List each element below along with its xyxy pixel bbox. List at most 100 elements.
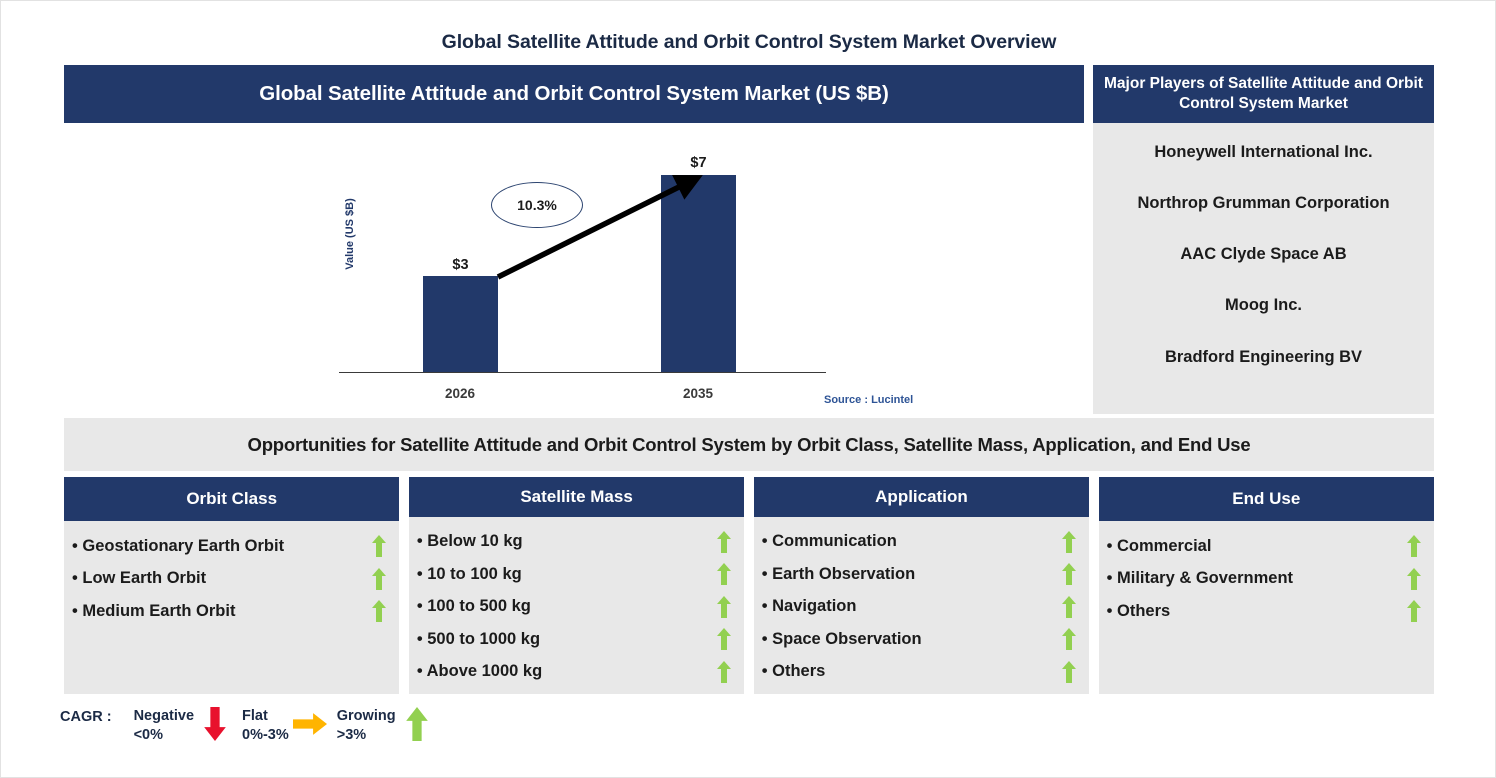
arrow-up-icon (717, 628, 732, 651)
chart-plot-area: $3 $7 2026 2035 10.3% (339, 133, 829, 401)
arrow-up-icon (372, 600, 387, 623)
list-item: AAC Clyde Space AB (1180, 245, 1347, 264)
legend-item-range: 0%-3% (242, 726, 289, 743)
list-item-label: • Navigation (761, 597, 857, 616)
list-item-label: • Above 1000 kg (416, 662, 543, 681)
legend-item-growing: Growing >3% (337, 707, 438, 744)
list-item: • Earth Observation (762, 558, 1077, 591)
list-item: • Commercial (1107, 530, 1422, 563)
list-item: • Medium Earth Orbit (72, 595, 387, 628)
list-item-label: • 500 to 1000 kg (416, 629, 541, 648)
bar-value-2035: $7 (690, 155, 707, 171)
list-item-label: • Others (1106, 601, 1171, 620)
arrow-up-icon (717, 563, 732, 586)
list-item: • Below 10 kg (417, 526, 732, 559)
major-players-panel: Major Players of Satellite Attitude and … (1093, 65, 1434, 414)
arrow-up-icon (1062, 530, 1077, 553)
column-body: • Commercial • Military & Government • O… (1098, 521, 1434, 694)
arrow-up-icon (1062, 595, 1077, 618)
column-header: Application (753, 477, 1090, 517)
market-chart-panel: Global Satellite Attitude and Orbit Cont… (64, 65, 1084, 414)
column-orbit-class: Orbit Class • Geostationary Earth Orbit … (64, 477, 400, 694)
list-item: Northrop Grumman Corporation (1137, 194, 1390, 213)
legend-item-name: Negative (133, 708, 195, 724)
list-item: • 10 to 100 kg (417, 558, 732, 591)
legend-item-text: Growing >3% (337, 707, 396, 744)
list-item-label: • 100 to 500 kg (416, 597, 531, 616)
arrow-up-icon (717, 595, 732, 618)
market-chart-header: Global Satellite Attitude and Orbit Cont… (64, 65, 1084, 123)
cagr-callout: 10.3% (491, 182, 583, 228)
list-item: Moog Inc. (1225, 296, 1302, 315)
legend-item-name: Growing (336, 708, 396, 724)
arrow-up-icon (372, 567, 387, 590)
page-title: Global Satellite Attitude and Orbit Cont… (441, 31, 1057, 53)
list-item-label: • Communication (761, 532, 897, 551)
major-players-list: Honeywell International Inc. Northrop Gr… (1093, 123, 1434, 414)
column-application: Application • Communication • Earth Obse… (753, 477, 1090, 694)
cagr-legend-title: CAGR : (60, 709, 112, 725)
x-tick-2035: 2035 (682, 386, 714, 401)
opportunities-banner: Opportunities for Satellite Attitude and… (64, 418, 1434, 471)
legend-item-range: >3% (336, 726, 367, 743)
list-item: • Others (1107, 595, 1422, 628)
bar-value-2026: $3 (452, 257, 469, 273)
cagr-trend-arrow-icon (496, 175, 703, 280)
arrow-up-icon (372, 535, 387, 558)
column-body: • Communication • Earth Observation • Na… (753, 516, 1090, 694)
list-item-label: • Earth Observation (761, 564, 916, 583)
legend-item-negative: Negative <0% (134, 707, 236, 744)
arrow-right-icon (292, 713, 327, 735)
arrow-down-icon (204, 707, 226, 741)
list-item-label: • Low Earth Orbit (72, 569, 207, 588)
legend-item-range: <0% (133, 726, 163, 743)
column-header: Orbit Class (64, 477, 400, 521)
list-item-label: • Others (761, 662, 826, 681)
list-item: • Communication (762, 526, 1077, 559)
list-item: Honeywell International Inc. (1154, 143, 1373, 161)
chart-source-label: Source : Lucintel (824, 394, 914, 406)
list-item-label: • Medium Earth Orbit (72, 601, 236, 620)
arrow-up-icon (717, 530, 732, 553)
list-item-label: • Space Observation (761, 629, 922, 648)
legend-item-name: Flat (242, 708, 268, 724)
legend-item-text: Flat 0%-3% (242, 707, 289, 744)
column-satellite-mass: Satellite Mass • Below 10 kg • 10 to 100… (408, 477, 745, 694)
bar-2026 (423, 276, 498, 372)
list-item: • Others (762, 656, 1077, 689)
list-item: • 500 to 1000 kg (417, 623, 732, 656)
opportunity-columns: Orbit Class • Geostationary Earth Orbit … (64, 477, 1434, 694)
arrow-up-icon (1062, 660, 1077, 683)
list-item-label: • Commercial (1106, 536, 1212, 555)
arrow-up-icon (717, 660, 732, 683)
list-item: • Above 1000 kg (417, 656, 732, 689)
list-item-label: • Below 10 kg (416, 532, 523, 551)
chart-x-axis-line (339, 371, 826, 373)
arrow-up-icon (1407, 535, 1421, 558)
list-item-label: • 10 to 100 kg (416, 564, 522, 583)
arrow-up-icon (405, 707, 428, 741)
legend-item-flat: Flat 0%-3% (242, 707, 331, 744)
column-body: • Below 10 kg • 10 to 100 kg • 100 to 50… (408, 516, 745, 694)
list-item: • Navigation (762, 591, 1077, 624)
market-chart-body: Value (US $B) $3 $7 2026 2035 (64, 123, 1084, 414)
list-item: • Military & Government (1107, 563, 1422, 596)
arrow-up-icon (1062, 563, 1077, 586)
bar-2035 (661, 175, 736, 372)
list-item-label: • Geostationary Earth Orbit (72, 536, 285, 555)
cagr-legend: CAGR : Negative <0% Flat 0%-3% Growing >… (60, 707, 444, 744)
column-body: • Geostationary Earth Orbit • Low Earth … (64, 521, 400, 694)
list-item: • Space Observation (762, 623, 1077, 656)
list-item: Bradford Engineering BV (1164, 347, 1363, 366)
list-item: • Geostationary Earth Orbit (72, 530, 387, 563)
legend-item-text: Negative <0% (134, 707, 194, 744)
arrow-up-icon (1062, 628, 1077, 651)
list-item: • 100 to 500 kg (417, 591, 732, 624)
arrow-up-icon (1407, 600, 1421, 623)
list-item-label: • Military & Government (1106, 569, 1294, 588)
x-tick-2026: 2026 (444, 386, 476, 401)
list-item: • Low Earth Orbit (72, 563, 387, 596)
arrow-up-icon (1407, 567, 1421, 590)
column-header: End Use (1098, 477, 1434, 521)
